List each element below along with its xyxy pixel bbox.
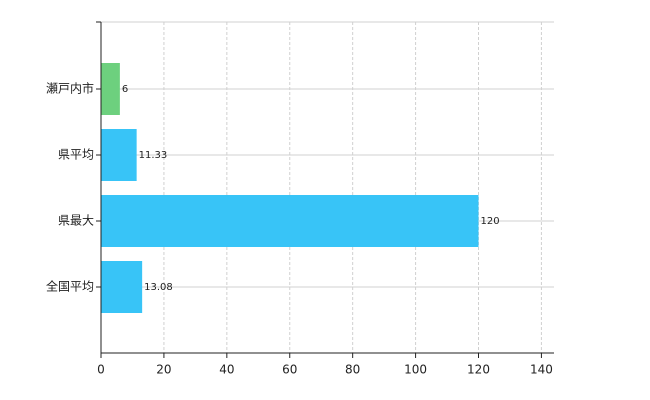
y-tick-label: 県平均 [58, 148, 94, 162]
x-tick-label: 40 [219, 363, 234, 377]
x-tick-label: 60 [282, 363, 297, 377]
x-tick-label: 20 [156, 363, 171, 377]
y-tick-label: 全国平均 [46, 279, 94, 294]
bar [101, 63, 120, 115]
y-tick-label: 県最大 [58, 214, 94, 228]
value-label: 6 [122, 84, 128, 95]
x-tick-label: 80 [345, 363, 360, 377]
value-label: 120 [481, 216, 500, 227]
bar [101, 195, 479, 247]
x-tick-label: 120 [467, 363, 490, 377]
x-tick-label: 140 [530, 363, 553, 377]
bar [101, 129, 137, 181]
value-label: 11.33 [139, 150, 168, 161]
value-label: 13.08 [144, 282, 173, 293]
x-tick-label: 100 [404, 363, 427, 377]
x-tick-label: 0 [97, 363, 105, 377]
y-tick-label: 瀬戸内市 [46, 81, 94, 96]
bar [101, 261, 143, 313]
